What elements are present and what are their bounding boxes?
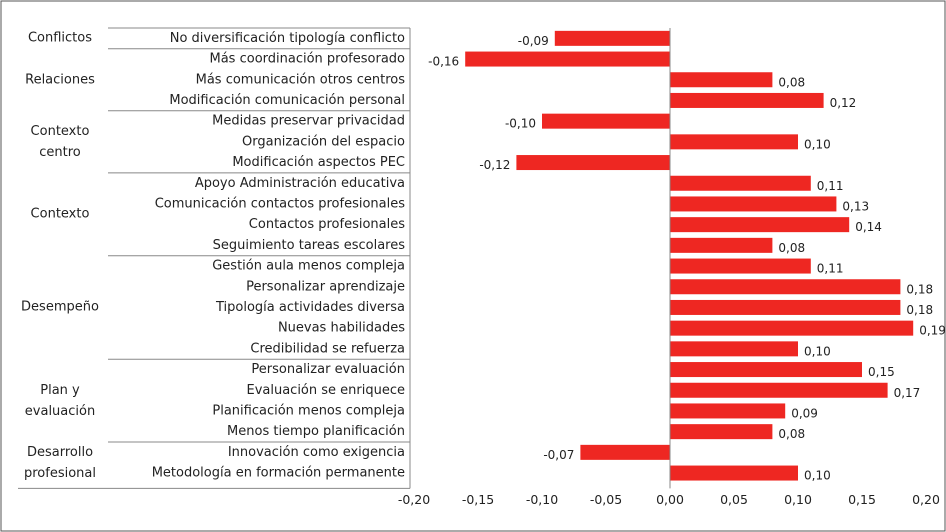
category-label: Evaluación se enriquece (246, 383, 405, 398)
group-label: Desarrollo profesional (24, 444, 96, 481)
category-label: Menos tiempo planificación (227, 424, 405, 439)
category-label: Medidas preservar privacidad (212, 114, 405, 129)
bar (670, 134, 798, 150)
group-label: Contexto centro (30, 123, 90, 160)
x-tick-label: -0,15 (462, 492, 494, 507)
bar (670, 403, 786, 419)
value-label: 0,10 (804, 344, 831, 358)
value-label: 0,18 (906, 282, 933, 296)
bar (670, 382, 888, 398)
bar (516, 155, 670, 171)
x-tick-label: -0,10 (526, 492, 558, 507)
value-label: 0,17 (894, 386, 921, 400)
bar (670, 196, 837, 212)
value-label: 0,08 (778, 427, 805, 441)
bar (670, 175, 811, 191)
group-label: Conflictos (27, 30, 93, 46)
value-label: 0,10 (804, 469, 831, 483)
value-label: -0,07 (543, 448, 574, 462)
category-label: Innovación como exigencia (228, 445, 405, 460)
category-label: Comunicación contactos profesionales (155, 196, 405, 211)
group-label: Plan y evaluación (24, 382, 96, 419)
x-tick-label: -0,20 (398, 492, 430, 507)
category-label: Modificación aspectos PEC (232, 155, 405, 170)
category-label: Planificación menos compleja (212, 403, 405, 418)
value-label: 0,19 (919, 324, 946, 338)
category-label: Credibilidad se refuerza (250, 341, 405, 356)
group-label: Relaciones (25, 72, 95, 88)
value-label: 0,11 (817, 262, 844, 276)
bar (465, 51, 670, 67)
value-label: 0,09 (791, 406, 818, 420)
category-label: Modificación comunicación personal (169, 93, 405, 108)
x-tick-label: -0,05 (590, 492, 622, 507)
value-label: 0,14 (855, 220, 882, 234)
category-label: Apoyo Administración educativa (195, 176, 405, 191)
category-label: Nuevas habilidades (278, 321, 405, 336)
category-label: Más comunicación otros centros (196, 72, 406, 87)
bar (670, 320, 914, 336)
bar (670, 465, 798, 481)
bar (554, 30, 670, 46)
value-label: 0,10 (804, 137, 831, 151)
value-label: 0,08 (778, 75, 805, 89)
bar (670, 299, 901, 315)
category-label: No diversificación tipología conflicto (170, 31, 405, 46)
category-label: Más coordinación profesorado (210, 52, 406, 67)
bar (670, 72, 773, 88)
category-label: Contactos profesionales (249, 217, 405, 232)
bar (670, 237, 773, 253)
bar (542, 113, 670, 129)
value-label: 0,08 (778, 241, 805, 255)
value-label: 0,18 (906, 303, 933, 317)
bar (670, 362, 862, 378)
category-label: Personalizar aprendizaje (246, 279, 405, 294)
category-label: Tipología actividades diversa (215, 300, 405, 315)
value-label: 0,15 (868, 365, 895, 379)
bar (670, 258, 811, 274)
category-label: Seguimiento tareas escolares (213, 238, 406, 253)
bar (670, 279, 901, 295)
x-tick-label: 0,15 (848, 492, 876, 507)
group-label: Desempeño (21, 299, 99, 315)
bar (670, 92, 824, 108)
bar (670, 217, 850, 233)
bar (670, 424, 773, 440)
x-tick-label: 0,00 (656, 492, 684, 507)
x-tick-label: 0,05 (720, 492, 748, 507)
category-label: Metodología en formación permanente (152, 466, 405, 481)
category-label: Gestión aula menos compleja (212, 259, 405, 274)
category-label: Personalizar evaluación (251, 362, 405, 377)
category-label: Organización del espacio (242, 134, 405, 149)
value-label: -0,09 (518, 34, 549, 48)
bar (670, 341, 798, 357)
group-label: Contexto (30, 206, 90, 222)
value-label: 0,11 (817, 179, 844, 193)
bar (580, 444, 670, 460)
value-label: -0,12 (479, 158, 510, 172)
value-label: 0,12 (830, 96, 857, 110)
value-label: -0,10 (505, 117, 536, 131)
value-label: -0,16 (428, 55, 459, 69)
x-tick-label: 0,20 (912, 492, 940, 507)
x-tick-label: 0,10 (784, 492, 812, 507)
value-label: 0,13 (842, 199, 869, 213)
